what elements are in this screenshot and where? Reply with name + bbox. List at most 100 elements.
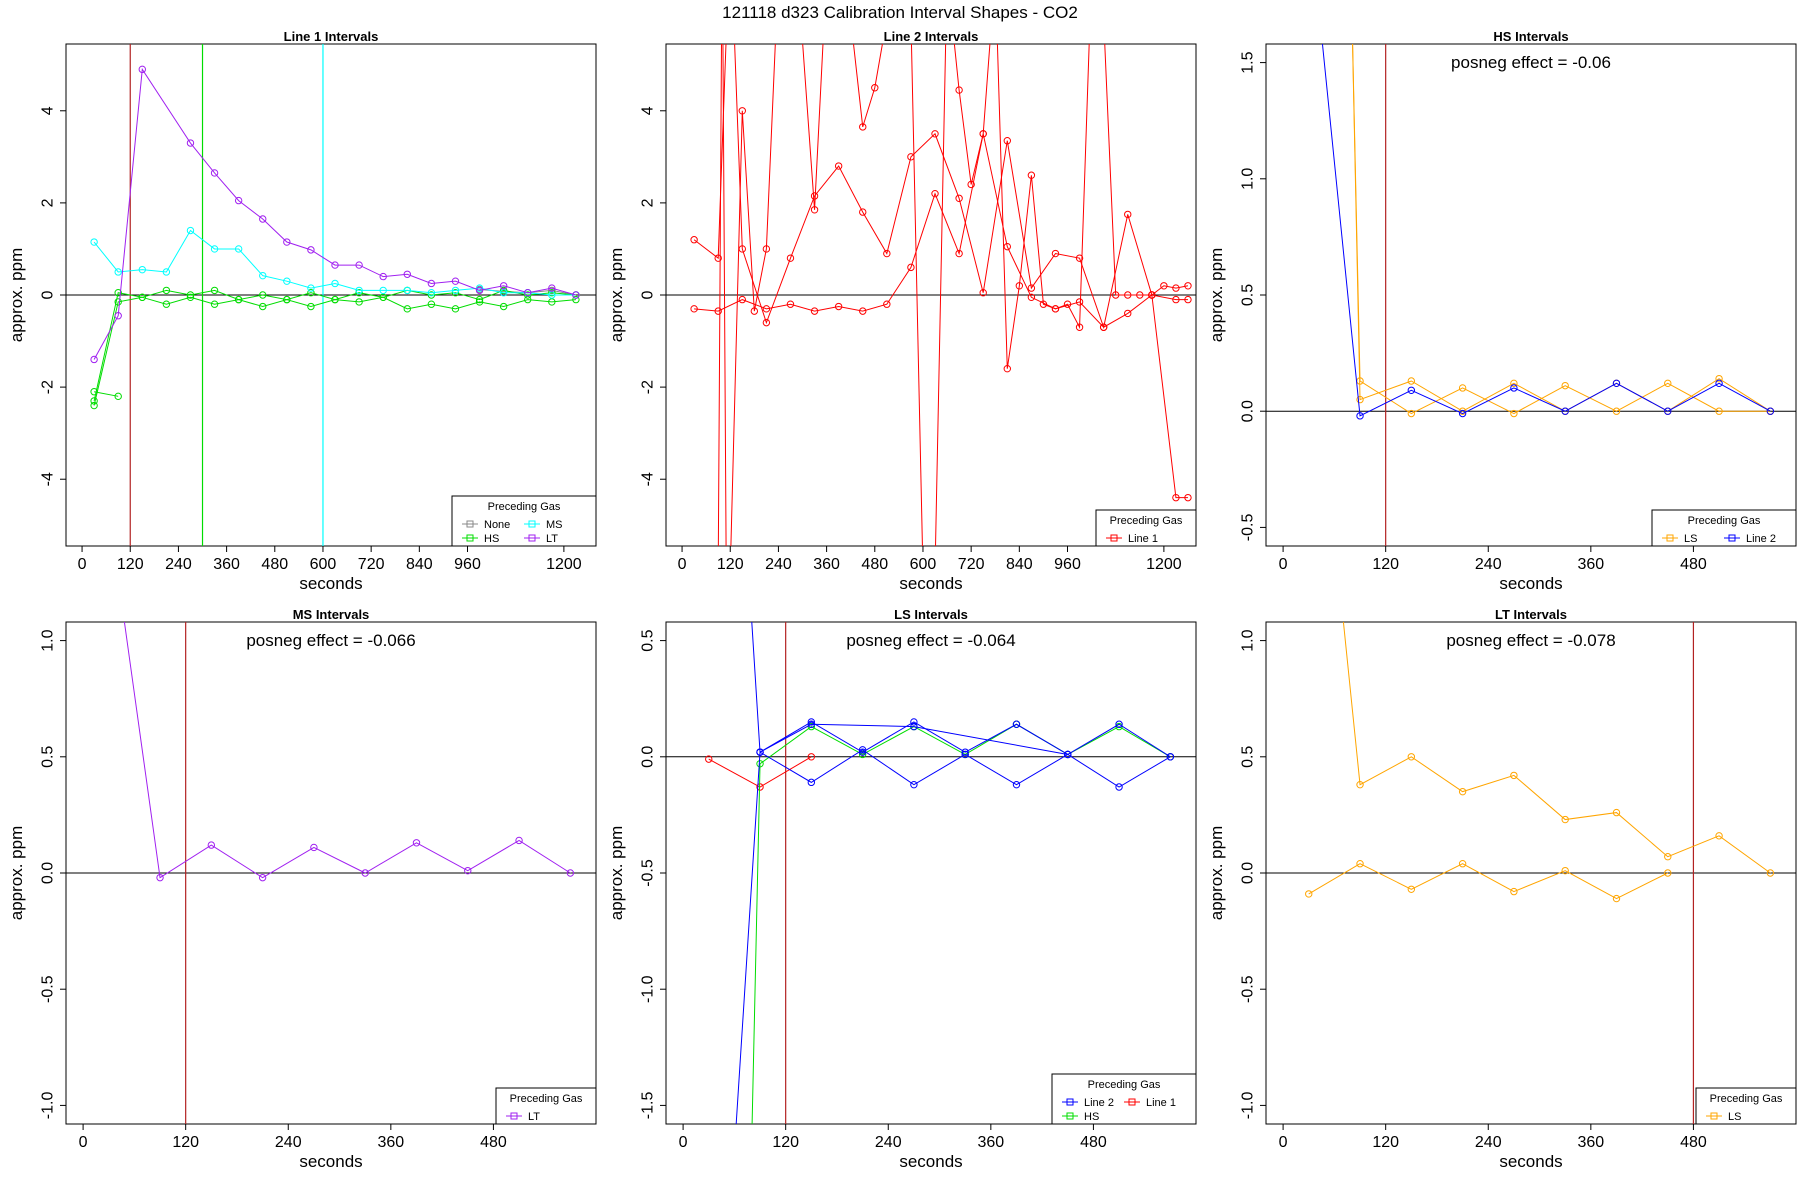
x-tick-label: 0 (1279, 1134, 1288, 1151)
legend-entry-label: Line 1 (1128, 533, 1158, 545)
panel-3: HS Intervals 0 120 240 360 480 seconds -0.5 0.0 0… (1207, 29, 1797, 593)
y-tick-label: -0.5 (640, 859, 657, 887)
y-tick-label: 0.5 (640, 629, 657, 651)
data-point (1015, 282, 1024, 290)
series-line-1 (717, 44, 1192, 546)
data-point (1458, 860, 1467, 868)
data-point (307, 288, 315, 297)
legend-swatch-marker (510, 1112, 518, 1120)
plot-content (666, 44, 1196, 546)
data-point (1458, 409, 1467, 418)
data-point (114, 392, 122, 401)
data-point (283, 277, 291, 285)
series-line (94, 391, 119, 397)
x-tick-label: 0 (1279, 556, 1288, 573)
data-point (762, 305, 771, 313)
data-point (955, 249, 963, 258)
data-point (259, 302, 267, 311)
data-point (1510, 771, 1518, 780)
data-point (499, 286, 508, 295)
data-point (427, 288, 436, 297)
x-tick-label: 480 (1680, 1134, 1707, 1151)
data-point (1664, 869, 1672, 877)
data-point (859, 123, 867, 131)
panel-title: Line 1 Intervals (284, 29, 379, 44)
plot-content (66, 622, 596, 1124)
data-point (90, 388, 98, 396)
data-point (750, 307, 759, 315)
data-point (186, 291, 195, 299)
series-line (1321, 44, 1771, 417)
y-tick-label: 1.0 (1240, 168, 1257, 190)
data-point (955, 86, 963, 94)
x-tick-label: 1200 (546, 556, 582, 573)
data-point (1510, 379, 1518, 388)
y-axis-label: approx. ppm (7, 826, 26, 921)
series-line (93, 292, 576, 402)
data-point (1027, 171, 1036, 179)
y-tick-label: -1.0 (1240, 1092, 1257, 1120)
data-point (1407, 753, 1416, 761)
data-point (1172, 295, 1180, 304)
data-point (1715, 374, 1723, 383)
data-point (1561, 381, 1569, 390)
data-point (499, 288, 508, 297)
series-line (759, 723, 1068, 755)
x-tick-label: 0 (79, 1134, 88, 1151)
y-tick-label: -0.5 (1240, 514, 1257, 542)
data-point (807, 722, 816, 731)
posneg-annotation: posneg effect = -0.078 (1446, 631, 1615, 650)
y-tick-label: 4 (640, 106, 657, 115)
data-point (90, 355, 98, 364)
data-point (1305, 890, 1313, 898)
data-point (1003, 137, 1011, 145)
data-point (524, 291, 532, 299)
data-point (1111, 291, 1120, 299)
data-point (1172, 284, 1180, 292)
data-point (210, 286, 219, 295)
data-point (1027, 293, 1036, 302)
panel-5: LS Intervals 0 120 240 360 480 seconds -1.5 -1.0… (607, 607, 1197, 1171)
data-point (162, 268, 171, 276)
data-point (283, 238, 291, 246)
data-point (234, 245, 243, 253)
plot-content (1266, 44, 1796, 546)
y-tick-label: -4 (640, 472, 657, 486)
data-point (310, 843, 318, 852)
series-line-1 (690, 130, 1192, 331)
data-point (883, 300, 891, 308)
data-point (967, 180, 975, 189)
data-point (1664, 407, 1672, 415)
data-point (1561, 815, 1569, 824)
legend: Preceding Gas Line 2 Line 1 HS (1051, 1073, 1197, 1125)
y-tick-label: -1.5 (640, 1092, 657, 1120)
data-point (355, 288, 363, 297)
data-point (427, 279, 436, 288)
x-tick-label: 840 (406, 556, 433, 573)
data-point (1766, 869, 1775, 877)
x-tick-label: 1200 (1146, 556, 1182, 573)
data-point (762, 245, 771, 253)
legend-title: Preceding Gas (510, 1093, 583, 1105)
data-point (961, 748, 969, 756)
x-tick-label: 240 (1475, 556, 1502, 573)
panel-title: HS Intervals (1493, 29, 1568, 44)
data-point (572, 291, 580, 299)
data-point (807, 753, 816, 761)
data-point (955, 194, 963, 202)
data-point (714, 307, 722, 315)
data-point (910, 780, 918, 789)
data-point (566, 869, 575, 877)
data-point (756, 760, 764, 768)
series-hs (90, 288, 580, 405)
y-tick-label: 1.0 (1240, 629, 1257, 651)
legend-entry-label: LT (546, 533, 558, 545)
data-point (1184, 295, 1192, 304)
data-point (1003, 242, 1011, 251)
data-point (1664, 379, 1672, 388)
x-tick-label: 120 (172, 1134, 199, 1151)
y-tick-label: -2 (40, 380, 57, 394)
x-axis-label: seconds (299, 1152, 362, 1171)
